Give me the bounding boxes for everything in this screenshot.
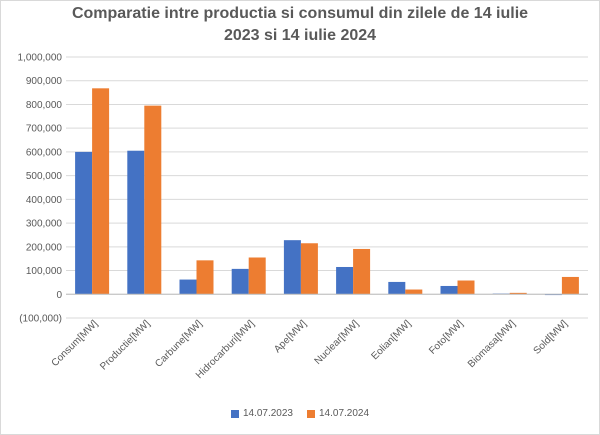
y-tick-label: 0	[56, 290, 62, 301]
legend-item-series-1: 14.07.2024	[307, 408, 369, 419]
x-tick-label: Carbune[MW]	[153, 318, 205, 370]
x-tick-label: Nuclear[MW]	[313, 318, 362, 367]
bar-series-1-1	[144, 105, 162, 295]
x-tick-label: Biomasa[MW]	[466, 318, 518, 370]
y-tick-label: 800,000	[26, 100, 63, 111]
bar-series-0-0	[75, 151, 93, 295]
bar-series-0-5	[336, 266, 354, 295]
legend-label-series-1: 14.07.2024	[319, 408, 370, 419]
chart-title-line1: Comparatie intre productia si consumul d…	[71, 5, 529, 22]
bar-series-0-4	[283, 240, 301, 295]
bar-series-1-4	[300, 243, 318, 295]
legend-swatch-series-1	[307, 409, 315, 418]
bar-series-1-8	[509, 292, 527, 295]
bar-series-0-6	[388, 281, 406, 295]
bar-series-1-5	[353, 248, 371, 295]
y-tick-label: 1,000,000	[18, 53, 63, 64]
legend: 14.07.2023 14.07.2024	[0, 408, 600, 419]
legend-label-series-0: 14.07.2023	[242, 408, 293, 419]
bar-series-1-2	[196, 260, 214, 295]
bar-series-1-6	[405, 289, 423, 295]
x-tick-label: Productie[MW]	[98, 318, 152, 372]
y-tick-label: 700,000	[26, 124, 63, 135]
legend-swatch-series-0	[230, 409, 239, 418]
y-tick-label: 400,000	[26, 195, 63, 206]
y-tick-label: 500,000	[26, 171, 63, 182]
chart-title-line2: 2023 si 14 iulie 2024	[223, 27, 377, 44]
x-tick-label: Sold[MW]	[532, 318, 571, 357]
bar-series-0-3	[231, 268, 249, 295]
x-tick-label: Consum[MW]	[50, 318, 101, 369]
y-tick-label: 600,000	[26, 147, 63, 158]
x-tick-label: Foto[MW]	[427, 318, 466, 357]
bar-series-0-1	[127, 150, 145, 295]
bar-series-0-2	[179, 279, 197, 295]
x-tick-label: Hidrocarburi[MW]	[194, 318, 257, 381]
y-tick-label: 300,000	[26, 219, 63, 230]
bar-series-1-7	[457, 280, 475, 295]
y-tick-label: 100,000	[26, 266, 63, 277]
bar-series-1-3	[248, 257, 266, 295]
y-tick-label: 900,000	[26, 76, 63, 87]
bar-series-1-9	[561, 276, 579, 295]
bar-series-0-7	[440, 285, 458, 295]
y-tick-label: 200,000	[26, 242, 63, 253]
x-tick-label: Eolian[MW]	[369, 318, 413, 362]
legend-item-series-0: 14.07.2023	[230, 408, 293, 419]
bar-series-1-0	[92, 88, 110, 295]
x-tick-label: Ape[MW]	[272, 318, 309, 355]
y-tick-label: (100,000)	[19, 314, 62, 325]
